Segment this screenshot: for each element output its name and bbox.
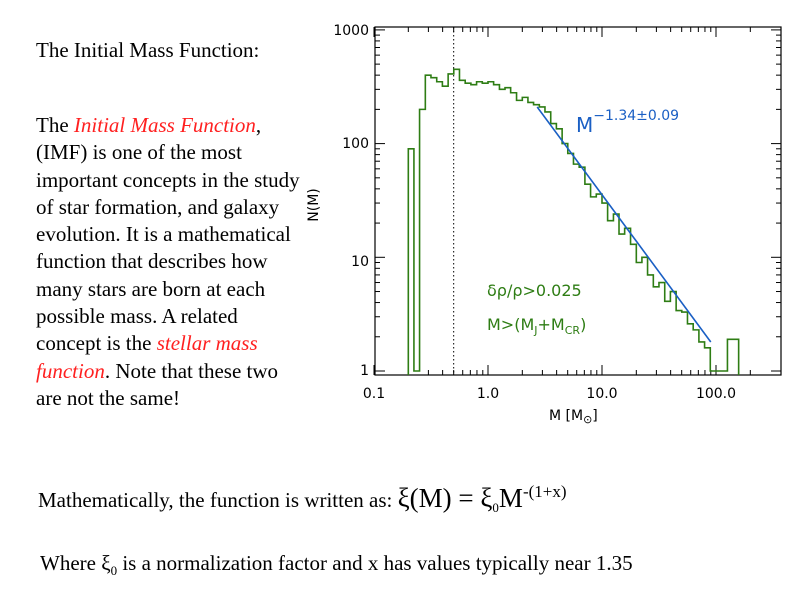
page-title: The Initial Mass Function: <box>36 38 260 62</box>
where-text-b: is a normalization factor and x has valu… <box>117 551 633 575</box>
x-axis-label: M [M⊙] <box>549 408 598 426</box>
sun-symbol: ⊙ <box>583 413 592 426</box>
ann2-c: ) <box>580 315 586 334</box>
para-text-2: , (IMF) is one of the most important con… <box>36 113 300 356</box>
equation-exponent: -(1+x) <box>522 482 567 501</box>
ann2-b: +M <box>538 315 565 334</box>
description-paragraph: The Initial Mass Function, (IMF) is one … <box>36 112 308 412</box>
equation-lead: Mathematically, the function is written … <box>38 488 398 512</box>
x-axis-label-text: M [M <box>549 408 583 424</box>
equation-subscript: 0 <box>492 500 499 515</box>
y-tick-label-2: 100 <box>342 136 369 152</box>
x-tick-label-0: 0.1 <box>363 386 385 402</box>
x-axis-label-end: ] <box>592 408 597 424</box>
axis-ticks <box>373 27 781 375</box>
tick-labels: 0.1 1.0 10.0 100.0 1 10 100 1000 <box>333 23 736 402</box>
ann2-a: M>(M <box>487 315 534 334</box>
x-tick-label-1: 1.0 <box>477 386 499 402</box>
equation-mass: M <box>498 483 523 513</box>
mass-histogram <box>407 68 740 375</box>
imf-term: Initial Mass Function <box>73 113 256 137</box>
para-text-3: . Note that these two are not the same! <box>36 358 279 410</box>
y-tick-label-3: 1000 <box>333 23 369 39</box>
fit-label-base: M <box>576 113 593 137</box>
y-tick-label-0: 1 <box>360 363 369 379</box>
ann2-sub2: CR <box>565 324 581 337</box>
mass-threshold-label: M>(MJ+MCR) <box>487 315 586 337</box>
fit-label: M−1.34±0.09 <box>576 108 679 137</box>
para-text-1: The <box>36 113 74 137</box>
density-threshold-label: δρ/ρ>0.025 <box>487 281 582 300</box>
x-tick-label-2: 10.0 <box>586 386 617 402</box>
y-tick-label-1: 10 <box>351 254 369 270</box>
stellar-mass-function-term: stellar mass function <box>36 331 258 383</box>
power-law-fit-line <box>536 106 712 343</box>
plot-frame <box>374 26 782 376</box>
equation-lhs: ξ(M) = ξ <box>397 483 493 513</box>
normalization-note: Where ξ0 is a normalization factor and x… <box>40 551 633 579</box>
y-axis-label: N(M) <box>306 188 322 221</box>
equation-line: Mathematically, the function is written … <box>38 482 567 516</box>
ann2-sub1: J <box>533 324 537 337</box>
fit-label-exponent: −1.34±0.09 <box>593 108 679 124</box>
x-tick-label-3: 100.0 <box>696 386 736 402</box>
where-text-a: Where ξ <box>40 551 111 575</box>
where-subscript: 0 <box>110 563 118 578</box>
